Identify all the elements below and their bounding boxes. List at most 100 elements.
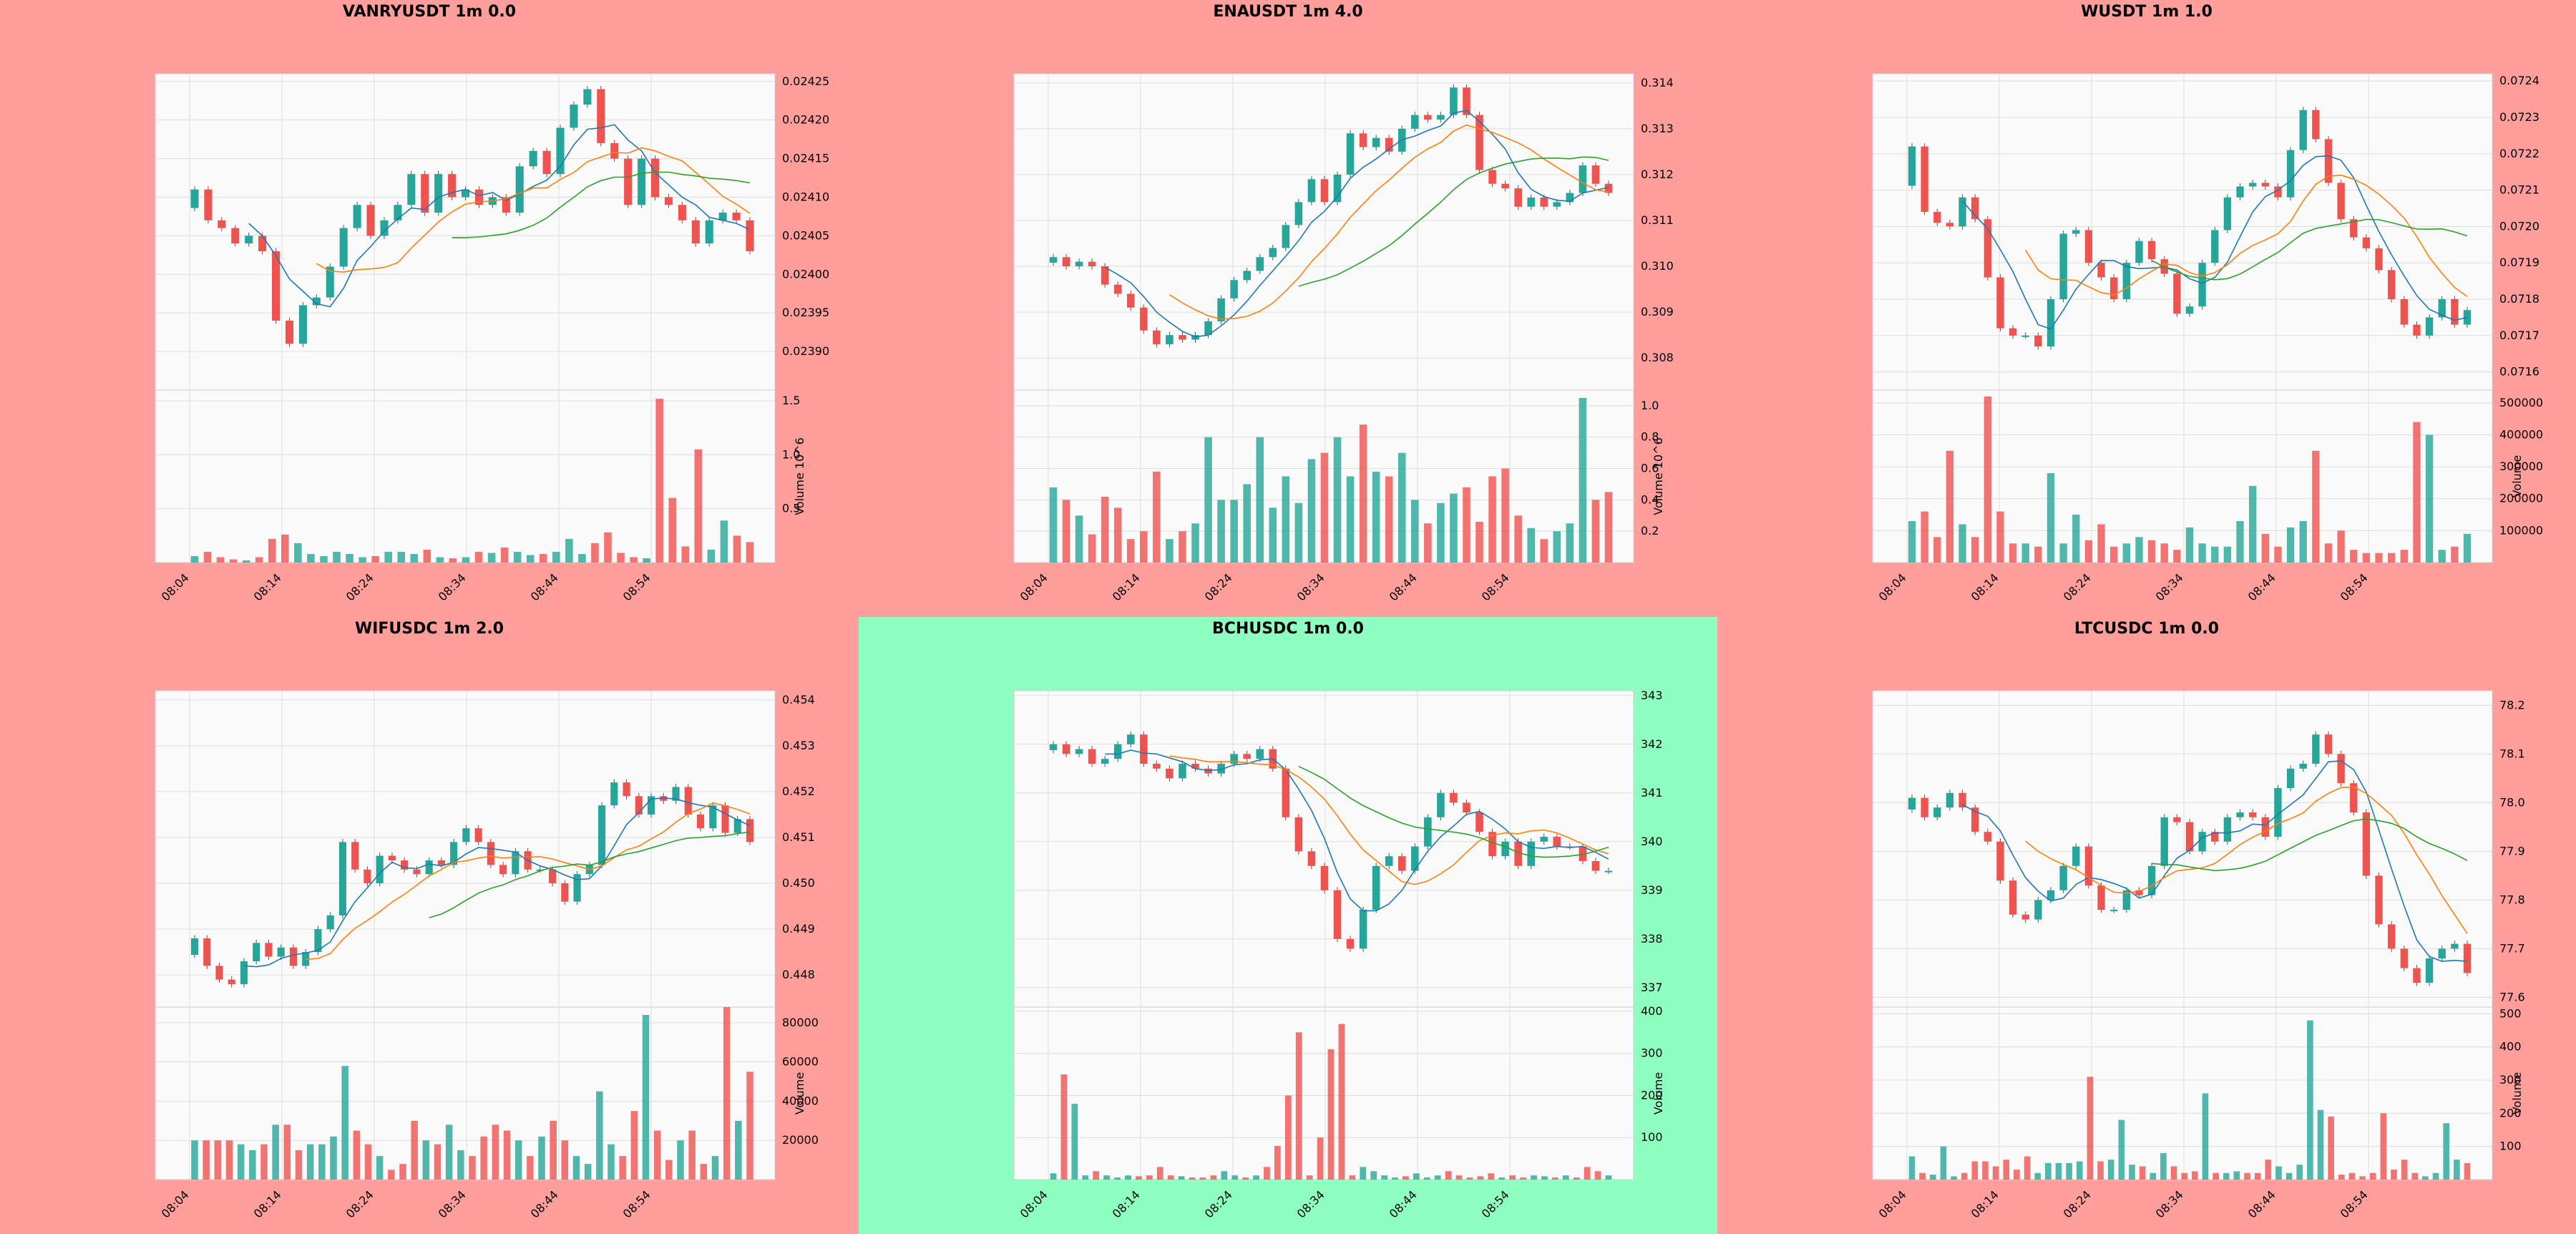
candle-body [2249,812,2257,817]
candle-body [2249,183,2257,187]
x-tick-label: 08:34 [2153,570,2186,603]
volume-bar [1153,471,1161,563]
candle-body [746,819,754,842]
candle-body [1153,330,1161,344]
candle-body [696,814,705,829]
candle-body [1307,851,1316,866]
volume-bar [422,1140,430,1180]
volume-bar [1498,1177,1506,1180]
candle-body [2009,880,2017,915]
volume-bar [423,549,431,563]
candle-body [1501,841,1509,857]
volume-bar [1101,496,1109,563]
candle-body [1062,744,1070,754]
volume-bar [2118,1119,2125,1180]
volume-bar [2463,533,2472,563]
candle-body [733,819,741,833]
volume-tick-label: 300000 [2499,460,2543,473]
volume-pane [155,389,776,563]
y-tick-label: 343 [1641,689,1663,702]
volume-bar [249,1150,256,1180]
candle-body [2135,890,2143,895]
candle-body [1463,87,1470,115]
moving-average-line [306,802,751,961]
volume-bar [2359,1176,2366,1180]
candle-body [1166,768,1174,779]
volume-axis-label: Volume [2510,455,2524,498]
y-tick-label: 0.0724 [2499,74,2540,87]
volume-bar [203,551,212,563]
candle-body [556,127,565,175]
candle-body [394,205,402,220]
y-tick-label: 342 [1641,737,1663,751]
volume-bar [1531,1175,1537,1180]
volume-bar [1940,1146,1947,1180]
y-tick-label: 0.449 [782,922,815,936]
volume-bar [216,557,225,563]
candle-body [2451,298,2459,325]
candle-body [487,842,494,865]
y-tick-label: 0.313 [1641,122,1674,135]
candle-body [2009,328,2017,336]
candle-body [1179,335,1186,340]
volume-bar [2236,520,2244,563]
volume-axis-label: Volume 10^6 [1652,437,1665,515]
y-tick-label: 0.450 [782,876,815,890]
volume-bar [1093,1171,1100,1180]
chart-panel-vanryusdt: 08:04 08:14 08:24 08:34 08:44 08:54 0.02390 0.0… [0,0,859,617]
volume-bar [1075,515,1083,563]
chart-panel-ltcusdc: 08:04 08:14 08:24 08:34 08:44 08:54 77.6 77.7 77… [1717,617,2576,1234]
volume-bar [2464,1162,2471,1180]
candle-body [499,865,507,875]
volume-bar [330,1136,337,1180]
candle-body [245,235,253,244]
candle-body [583,89,592,105]
volume-bar [2122,543,2130,563]
volume-bar [397,551,406,563]
volume-bar [1971,537,1979,563]
candle-body [1333,174,1342,203]
candle-body [253,943,260,961]
candle-body [1553,837,1561,847]
volume-bar [2375,553,2383,563]
volume-tick-label: 0.6 [1641,462,1659,475]
volume-bar [1294,502,1303,563]
candle-body [366,205,375,236]
volume-bar [711,1156,719,1180]
candle-body [1230,754,1238,764]
y-tick-label: 77.8 [2499,893,2525,906]
volume-tick-label: 1.5 [782,394,800,407]
volume-bar [306,1144,314,1180]
candle-body [1075,749,1083,754]
volume-tick-label: 500 [2499,1006,2522,1020]
candle-body [1450,87,1458,115]
volume-bar [1381,1175,1388,1180]
candle-body [376,855,384,884]
candle-body [1385,856,1393,866]
volume-bar [1114,1177,1121,1180]
volume-bar [643,558,650,563]
volume-bar [2422,1176,2429,1180]
candle-body [1984,832,1991,842]
candle-body [1411,115,1419,129]
price-pane [155,690,776,1008]
volume-bar [2170,1166,2177,1180]
volume-bar [191,1140,198,1180]
volume-bar [436,557,444,563]
candle-body [1126,734,1135,744]
volume-bar [2185,527,2194,563]
volume-bar [2129,1165,2135,1180]
volume-bar [1455,1175,1463,1180]
candle-body [1294,817,1303,852]
volume-bar [665,1160,673,1180]
volume-bar [1333,437,1342,563]
moving-average-line [452,171,751,238]
volume-bar [1424,523,1432,563]
candle-body [2350,783,2358,812]
candle-body [2034,335,2042,347]
candle-body [2211,832,2219,842]
volume-bar [1071,1104,1078,1180]
volume-bar [255,557,263,563]
volume-bar [2202,1093,2209,1180]
candle-body [2261,183,2269,187]
